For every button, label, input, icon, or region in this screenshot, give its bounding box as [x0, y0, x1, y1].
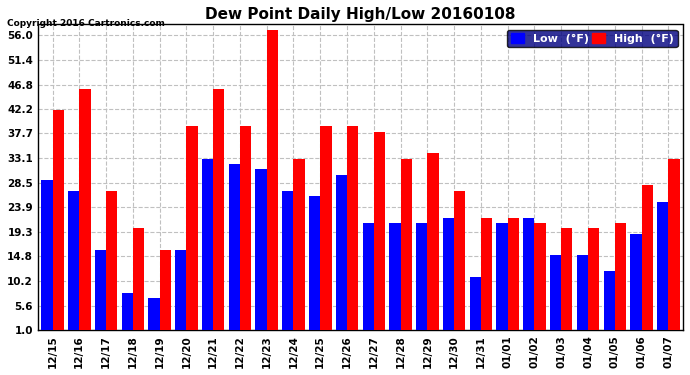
Bar	[202, 159, 213, 336]
Bar	[133, 228, 144, 336]
Bar	[347, 126, 358, 336]
Bar	[309, 196, 320, 336]
Bar	[362, 223, 374, 336]
Text: Copyright 2016 Cartronics.com: Copyright 2016 Cartronics.com	[7, 19, 165, 28]
Bar	[121, 293, 133, 336]
Bar	[535, 223, 546, 336]
Bar	[588, 228, 599, 336]
Bar	[186, 126, 197, 336]
Bar	[389, 223, 401, 336]
Title: Dew Point Daily High/Low 20160108: Dew Point Daily High/Low 20160108	[205, 7, 515, 22]
Bar	[267, 30, 278, 336]
Bar	[336, 175, 347, 336]
Bar	[228, 164, 240, 336]
Bar	[213, 89, 224, 336]
Bar	[293, 159, 305, 336]
Bar	[561, 228, 573, 336]
Bar	[95, 250, 106, 336]
Bar	[175, 250, 186, 336]
Bar	[577, 255, 588, 336]
Bar	[148, 298, 159, 336]
Bar	[41, 180, 52, 336]
Bar	[550, 255, 561, 336]
Bar	[630, 234, 642, 336]
Bar	[68, 191, 79, 336]
Bar	[523, 217, 535, 336]
Bar	[320, 126, 331, 336]
Bar	[443, 217, 454, 336]
Bar	[240, 126, 251, 336]
Bar	[427, 153, 439, 336]
Bar	[52, 110, 63, 336]
Bar	[454, 191, 465, 336]
Legend: Low  (°F), High  (°F): Low (°F), High (°F)	[507, 30, 678, 48]
Bar	[481, 217, 492, 336]
Bar	[669, 159, 680, 336]
Bar	[508, 217, 519, 336]
Bar	[615, 223, 626, 336]
Bar	[79, 89, 90, 336]
Bar	[106, 191, 117, 336]
Bar	[642, 186, 653, 336]
Bar	[470, 277, 481, 336]
Bar	[255, 170, 267, 336]
Bar	[374, 132, 385, 336]
Bar	[657, 201, 669, 336]
Bar	[401, 159, 412, 336]
Bar	[604, 271, 615, 336]
Bar	[282, 191, 293, 336]
Bar	[416, 223, 427, 336]
Bar	[496, 223, 508, 336]
Bar	[159, 250, 171, 336]
